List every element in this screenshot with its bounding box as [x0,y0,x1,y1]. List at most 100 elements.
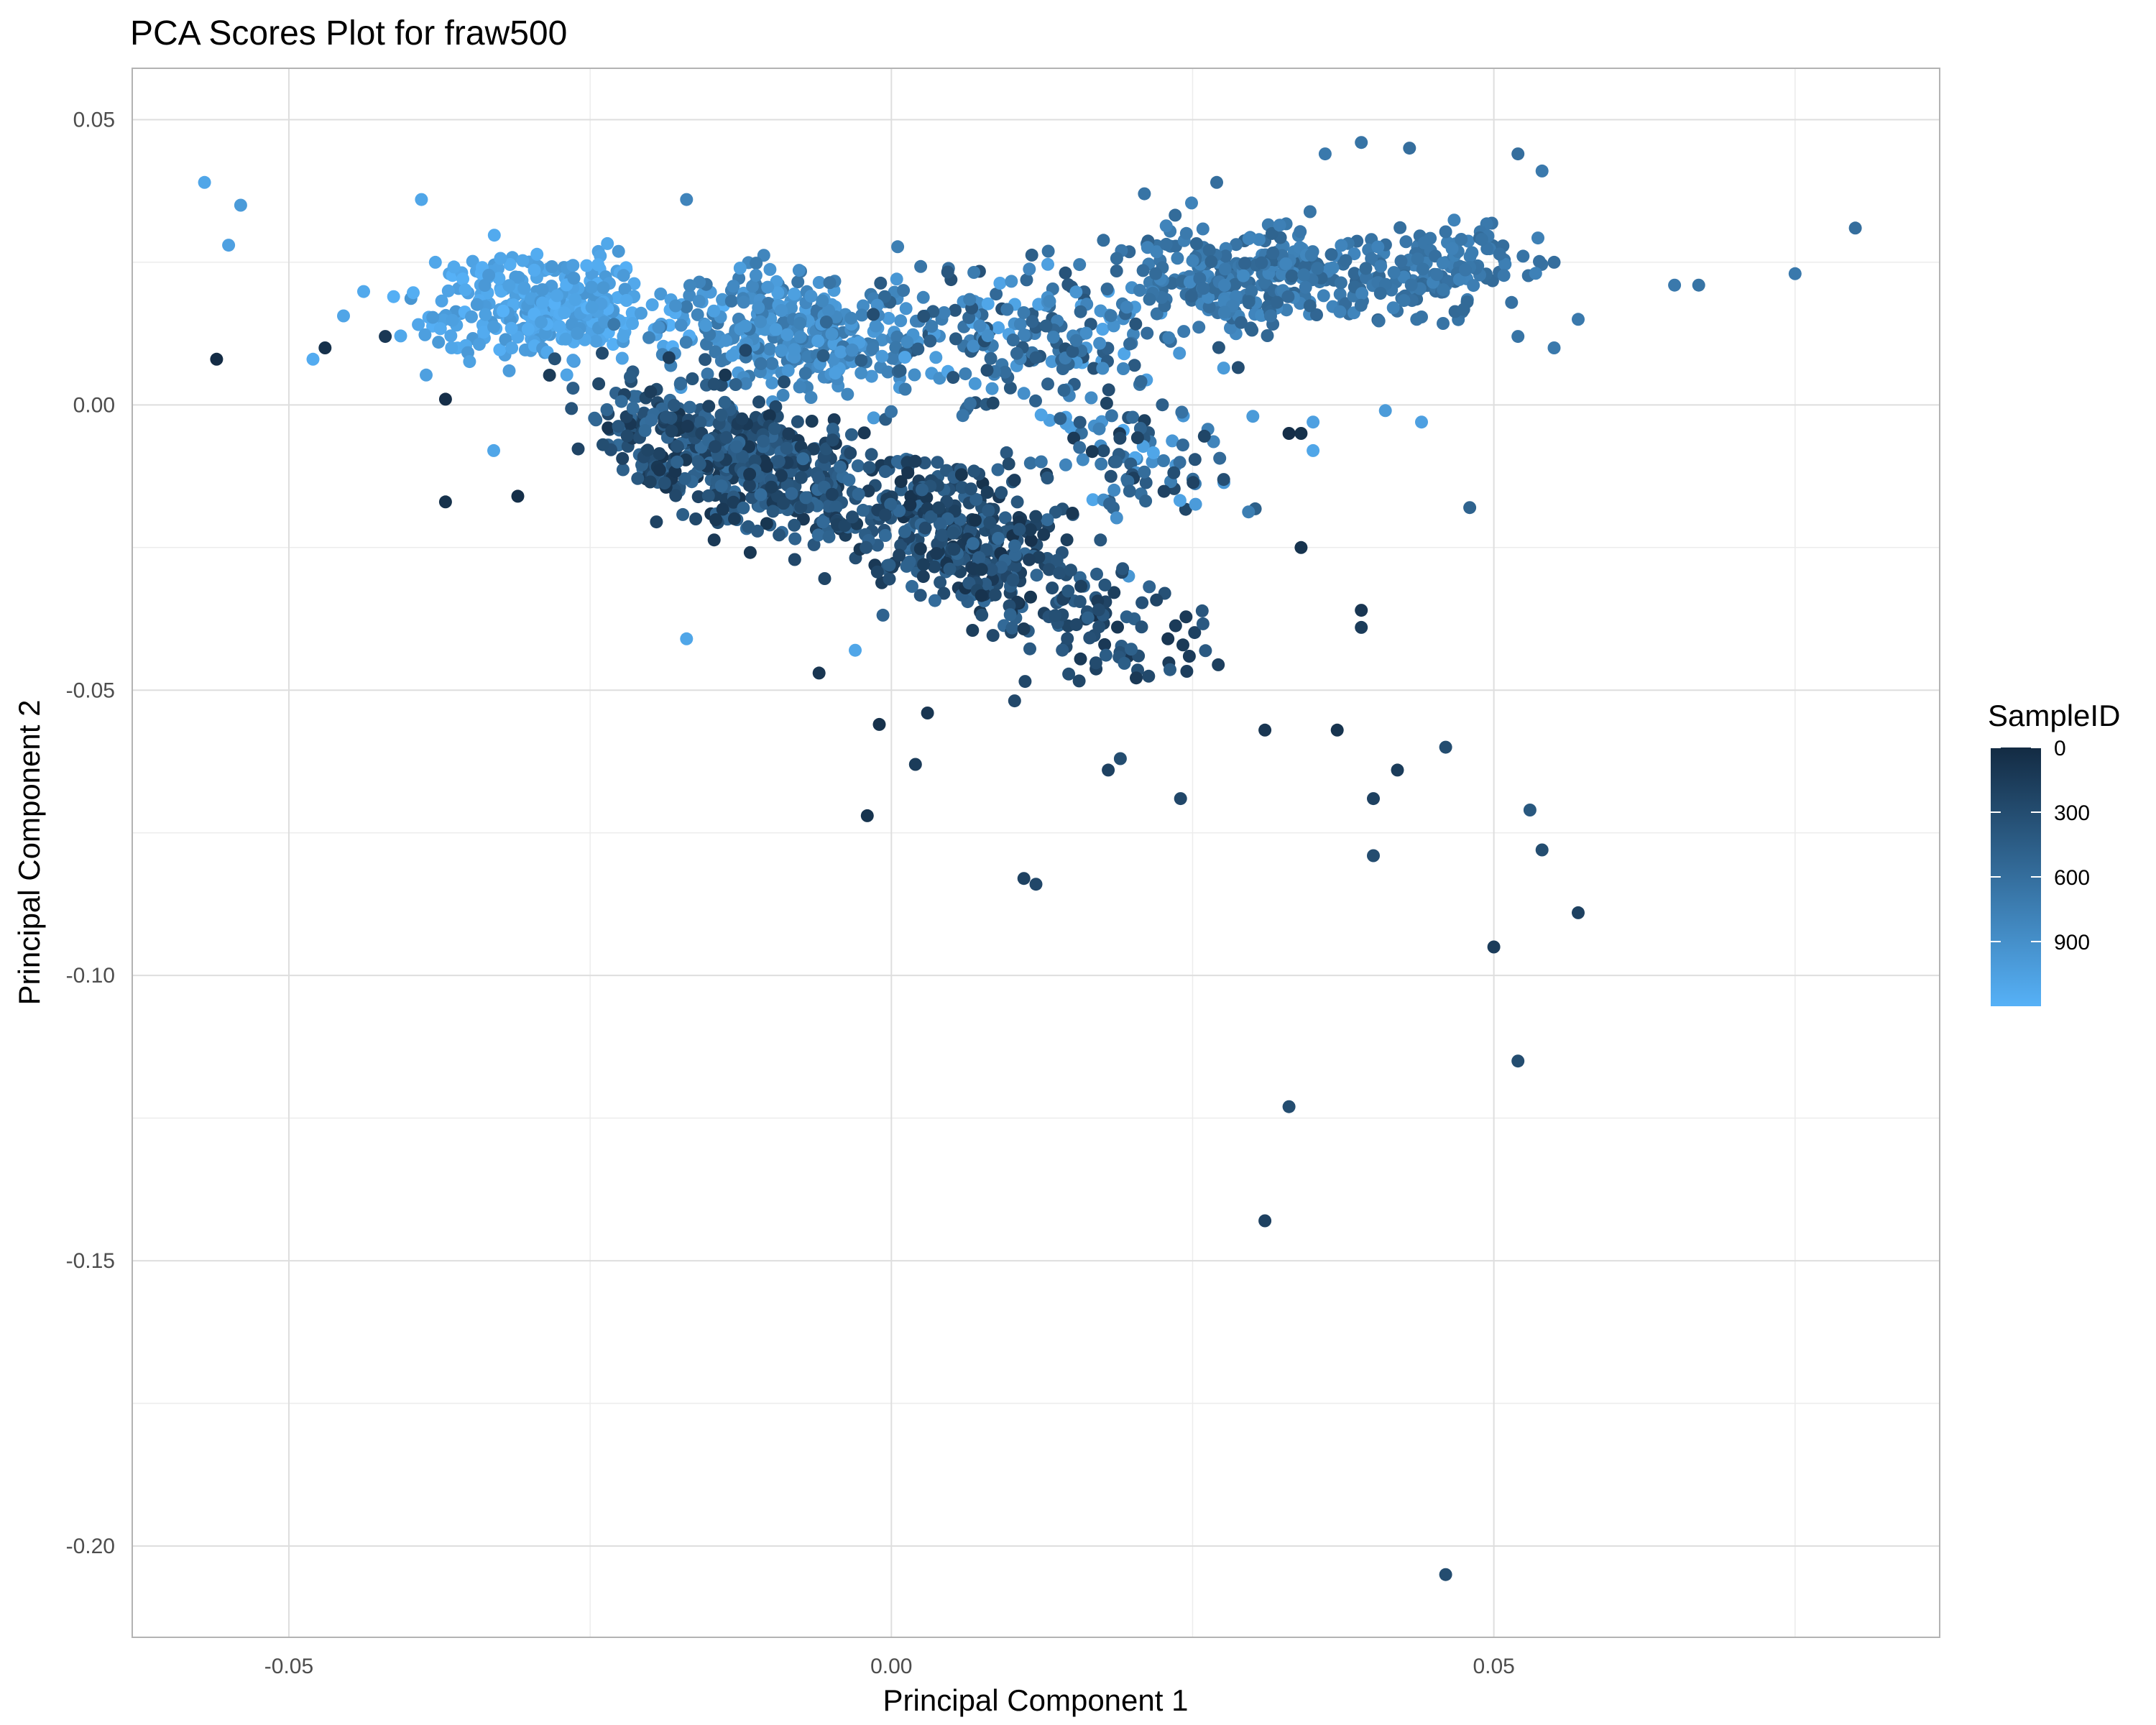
data-point [885,405,898,418]
data-point [1123,337,1136,351]
data-point [917,310,931,323]
data-point [1053,566,1066,580]
data-point [459,283,472,297]
data-point [1467,279,1480,293]
data-point [878,508,892,522]
data-point [1092,422,1106,436]
data-point [975,608,989,622]
data-point [1511,330,1525,344]
colorbar-tick-label: 0 [2054,737,2066,760]
data-point [502,364,516,377]
data-point [1436,257,1450,270]
data-point [1523,804,1537,816]
data-point [793,380,806,394]
data-point [617,329,630,343]
data-point [844,428,858,441]
data-point [782,427,796,441]
data-point [1374,259,1388,273]
data-point [1529,267,1542,280]
data-point [893,364,907,377]
data-point [778,375,791,389]
data-point [862,461,876,474]
x-axis-ticks: -0.05 0.00 0.05 [264,1655,1515,1678]
data-point [884,497,898,511]
data-point [737,295,750,309]
data-point [1013,318,1027,331]
data-point [387,290,400,303]
data-point [882,311,895,325]
data-point [1199,644,1212,658]
data-point [701,489,715,502]
data-point [1008,474,1021,487]
data-point [1067,431,1081,445]
data-point [1279,257,1293,271]
data-point [1110,511,1123,525]
data-point [681,420,694,433]
data-point [1359,262,1373,275]
data-point [775,344,788,357]
data-point [620,429,634,443]
data-point [438,392,452,406]
data-point [596,346,609,360]
data-point [1128,359,1141,372]
data-point [1104,309,1118,323]
data-point [1547,255,1561,269]
data-point [1175,405,1189,419]
data-point [709,345,722,359]
data-point [943,562,957,576]
data-point [928,594,941,607]
data-point [796,452,810,466]
data-point [607,318,621,331]
data-point [916,483,929,497]
data-point [867,411,880,425]
legend: SampleID 0 300 600 900 [1988,699,2120,1006]
data-point [667,398,681,412]
data-point [683,289,696,303]
data-point [1017,387,1031,400]
data-point [900,335,914,349]
data-point [799,491,813,505]
data-point [780,441,793,455]
data-point [472,338,486,351]
data-point [1110,252,1123,265]
data-point [707,304,721,318]
data-point [980,485,994,499]
data-point [1367,792,1380,806]
data-point [924,510,938,523]
x-tick-label: -0.05 [264,1655,313,1678]
data-point [1788,267,1802,280]
data-point [1013,523,1026,536]
data-point [1217,305,1231,319]
data-point [765,480,778,494]
data-point [678,472,691,485]
data-point [550,289,563,303]
data-point [1204,255,1218,269]
data-point [1246,410,1260,423]
data-point [1516,249,1530,263]
data-point [834,345,848,359]
y-axis-ticks: 0.05 0.00 -0.05 -0.10 -0.15 -0.20 [66,108,115,1558]
data-point [773,528,786,542]
data-point [619,294,633,307]
data-point [1024,590,1037,604]
data-point [502,279,516,293]
data-point [1150,245,1164,259]
data-point [934,576,947,589]
data-point [1162,331,1176,344]
data-point [969,513,982,527]
data-point [719,334,732,347]
data-point [198,175,211,189]
data-point [900,559,913,573]
data-point [719,368,732,382]
data-point [441,284,455,298]
data-point [1069,334,1083,347]
data-point [612,420,625,433]
data-point [1066,507,1079,520]
data-point [1219,249,1233,263]
data-point [1116,562,1130,576]
data-point [737,501,750,515]
data-point [1057,384,1071,397]
data-point [883,558,896,572]
data-point [1196,222,1210,236]
